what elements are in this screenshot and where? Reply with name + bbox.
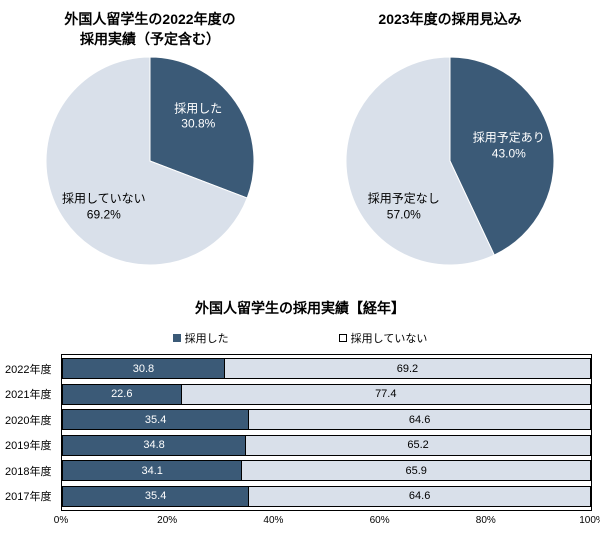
bar-year-label: 2021年度 xyxy=(5,389,52,402)
legend-swatch-hired xyxy=(172,334,181,342)
pie-svg xyxy=(45,56,255,266)
legend-swatch-not-hired xyxy=(338,334,347,342)
bar-x-axis: 0% 20% 40% 60% 80% 100% xyxy=(54,511,600,529)
bar-segment-hired: 35.4 xyxy=(62,409,250,431)
bar-year-label: 2019年度 xyxy=(5,440,52,453)
legend-label-hired: 採用した xyxy=(184,333,229,345)
bar-row: 35.4 64.6 xyxy=(62,485,591,507)
pie-slice xyxy=(345,56,495,266)
bar-chart-title: 外国人留学生の採用実績【経年】 xyxy=(195,300,405,316)
pie-slice xyxy=(449,56,555,256)
pie-slice-label: 採用していない 69.2% xyxy=(61,191,146,222)
x-axis-tick: 100% xyxy=(579,515,600,526)
legend-label-not-hired: 採用していない xyxy=(350,333,428,345)
x-axis-tick: 20% xyxy=(157,515,178,526)
bar-row: 34.1 65.9 xyxy=(62,460,591,482)
bar-segment-not-hired: 64.6 xyxy=(248,485,591,507)
bar-segment-hired: 35.4 xyxy=(62,485,250,507)
bar-year-label: 2020年度 xyxy=(5,414,52,427)
pie-slice xyxy=(149,56,255,199)
pie-2023-title: 2023年度の採用見込み xyxy=(378,11,522,27)
pie-charts-row: 外国人留学生の2022年度の 採用実績（予定含む） 採用した 30.8% 採用してい… xyxy=(0,8,600,266)
bar-chart-section: 外国人留学生の採用実績【経年】 採用した 採用していない 2022年度 2021年… xyxy=(0,298,600,529)
bar-row: 22.6 77.4 xyxy=(62,383,591,405)
bar-segment-hired: 30.8 xyxy=(62,358,225,379)
pie-slice-label: 採用した 30.8% xyxy=(174,101,223,131)
bar-segment-hired: 22.6 xyxy=(62,383,182,405)
bar-segment-hired: 34.1 xyxy=(62,460,243,482)
pie-chart-2023: 2023年度の採用見込み 採用予定あり 43.0% 採用予定なし 57.0% xyxy=(300,8,600,266)
pie-svg xyxy=(345,56,555,266)
x-axis-tick: 60% xyxy=(369,515,390,526)
bar-segment-not-hired: 65.9 xyxy=(241,460,591,482)
bar-segment-not-hired: 77.4 xyxy=(180,383,591,405)
x-axis-tick: 0% xyxy=(53,515,69,526)
pie-chart-2022: 外国人留学生の2022年度の 採用実績（予定含む） 採用した 30.8% 採用してい… xyxy=(0,8,300,266)
pie-slice xyxy=(45,56,248,266)
x-axis-tick: 80% xyxy=(475,515,496,526)
bar-row: 34.8 65.2 xyxy=(62,434,591,456)
bar-year-labels: 2022年度 2021年度 2020年度 2019年度 2018年度 2017年度 xyxy=(5,354,61,511)
bar-plot-area: 30.8 69.2 22.6 77.4 35.4 64.6 34.8 65.2 34.1 65.9… xyxy=(61,354,592,511)
x-axis-tick: 40% xyxy=(263,515,284,526)
bar-year-label: 2018年度 xyxy=(5,465,52,478)
pie-2023-canvas: 採用予定あり 43.0% 採用予定なし 57.0% xyxy=(345,56,555,266)
pie-slice-label: 採用予定なし 57.0% xyxy=(367,191,440,222)
bar-row: 35.4 64.6 xyxy=(62,409,591,431)
bar-segment-not-hired: 65.2 xyxy=(245,434,591,456)
bar-segment-hired: 34.8 xyxy=(62,434,247,456)
pie-2022-canvas: 採用した 30.8% 採用していない 69.2% xyxy=(45,56,255,266)
axis-corner-spacer xyxy=(5,511,61,529)
bar-legend: 採用した 採用していない xyxy=(0,330,600,346)
bar-segment-not-hired: 64.6 xyxy=(248,409,591,431)
pie-slice-label: 採用予定あり 43.0% xyxy=(472,130,545,161)
bar-row: 30.8 69.2 xyxy=(62,358,591,379)
legend-item-not-hired: 採用していない xyxy=(338,330,428,346)
pie-2022-title: 外国人留学生の2022年度の 採用実績（予定含む） xyxy=(64,11,236,47)
bar-year-label: 2022年度 xyxy=(5,363,52,376)
legend-item-hired: 採用した xyxy=(172,330,229,346)
bar-segment-not-hired: 69.2 xyxy=(223,358,591,379)
bar-chart: 2022年度 2021年度 2020年度 2019年度 2018年度 2017年度 30.… xyxy=(5,354,600,529)
bar-year-label: 2017年度 xyxy=(5,491,52,504)
